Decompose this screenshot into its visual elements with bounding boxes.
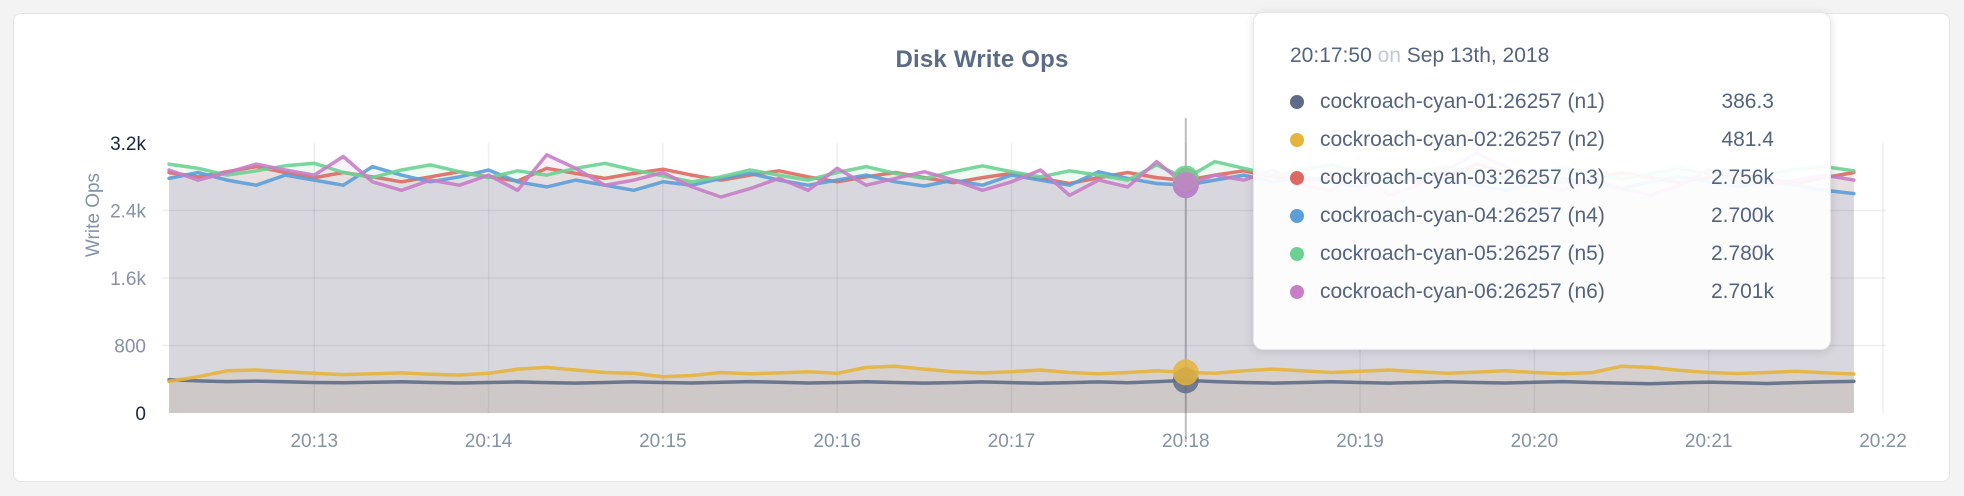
tooltip-time: 20:17:50 xyxy=(1290,44,1372,67)
y-tick-label: 3.2k xyxy=(110,134,146,155)
tooltip-series-value: 2.700k xyxy=(1710,204,1774,227)
chart-title: Disk Write Ops xyxy=(895,46,1069,73)
x-tick-label: 20:18 xyxy=(1162,431,1210,452)
x-tick-label: 20:19 xyxy=(1336,431,1384,452)
tooltip-series-value: 2.701k xyxy=(1710,280,1774,303)
tooltip-series-name: cockroach-cyan-04:26257 (n4) xyxy=(1320,204,1605,227)
tooltip-rows: cockroach-cyan-01:26257 (n1) 386.3 cockroa… xyxy=(1290,83,1774,311)
y-axis-title: Write Ops xyxy=(83,172,104,258)
series-area-n2 xyxy=(169,366,1854,413)
tooltip-connector: on xyxy=(1377,44,1401,67)
x-tick-label: 20:17 xyxy=(988,431,1036,452)
tooltip-date: Sep 13th, 2018 xyxy=(1406,44,1550,67)
tooltip-series-value: 386.3 xyxy=(1721,90,1774,113)
tooltip-series-name: cockroach-cyan-05:26257 (n5) xyxy=(1320,242,1605,265)
tooltip-series-value: 2.780k xyxy=(1710,242,1774,265)
tooltip-series-name: cockroach-cyan-02:26257 (n2) xyxy=(1320,128,1605,151)
y-tick-label: 800 xyxy=(114,337,146,358)
tooltip-series-name: cockroach-cyan-06:26257 (n6) xyxy=(1320,280,1605,303)
x-tick-label: 20:13 xyxy=(290,431,338,452)
x-tick-label: 20:14 xyxy=(465,431,513,452)
y-tick-label: 1.6k xyxy=(110,269,146,290)
tooltip-series-name: cockroach-cyan-01:26257 (n1) xyxy=(1320,90,1605,113)
tooltip-series-name: cockroach-cyan-03:26257 (n3) xyxy=(1320,166,1605,189)
series-color-dot-n6 xyxy=(1290,285,1304,299)
x-tick-label: 20:15 xyxy=(639,431,687,452)
series-color-dot-n3 xyxy=(1290,171,1304,185)
tooltip-row-n3: cockroach-cyan-03:26257 (n3) 2.756k xyxy=(1290,159,1774,197)
chart-tooltip: 20:17:50 on Sep 13th, 2018 cockroach-cya… xyxy=(1253,12,1831,350)
series-area-n1 xyxy=(169,379,1854,413)
series-line-n1[interactable] xyxy=(167,377,1856,386)
y-tick-label: 2.4k xyxy=(110,202,146,223)
tooltip-series-value: 2.756k xyxy=(1710,166,1774,189)
series-color-dot-n4 xyxy=(1290,209,1304,223)
x-tick-label: 20:21 xyxy=(1685,431,1733,452)
x-tick-label: 20:22 xyxy=(1859,431,1907,452)
tooltip-row-n5: cockroach-cyan-05:26257 (n5) 2.780k xyxy=(1290,235,1774,273)
tooltip-row-n6: cockroach-cyan-06:26257 (n6) 2.701k xyxy=(1290,273,1774,311)
x-tick-label: 20:16 xyxy=(813,431,861,452)
hover-dot-n6 xyxy=(1172,172,1199,199)
series-color-dot-n2 xyxy=(1290,133,1304,147)
tooltip-row-n2: cockroach-cyan-02:26257 (n2) 481.4 xyxy=(1290,121,1774,159)
tooltip-row-n1: cockroach-cyan-01:26257 (n1) 386.3 xyxy=(1290,83,1774,121)
series-color-dot-n1 xyxy=(1290,95,1304,109)
y-tick-label: 0 xyxy=(135,404,146,425)
tooltip-row-n4: cockroach-cyan-04:26257 (n4) 2.700k xyxy=(1290,197,1774,235)
hover-dot-n2 xyxy=(1172,359,1199,386)
series-color-dot-n5 xyxy=(1290,247,1304,261)
series-line-n2[interactable] xyxy=(167,364,1856,384)
tooltip-header: 20:17:50 on Sep 13th, 2018 xyxy=(1290,39,1774,73)
x-tick-label: 20:20 xyxy=(1511,431,1559,452)
tooltip-series-value: 481.4 xyxy=(1721,128,1774,151)
